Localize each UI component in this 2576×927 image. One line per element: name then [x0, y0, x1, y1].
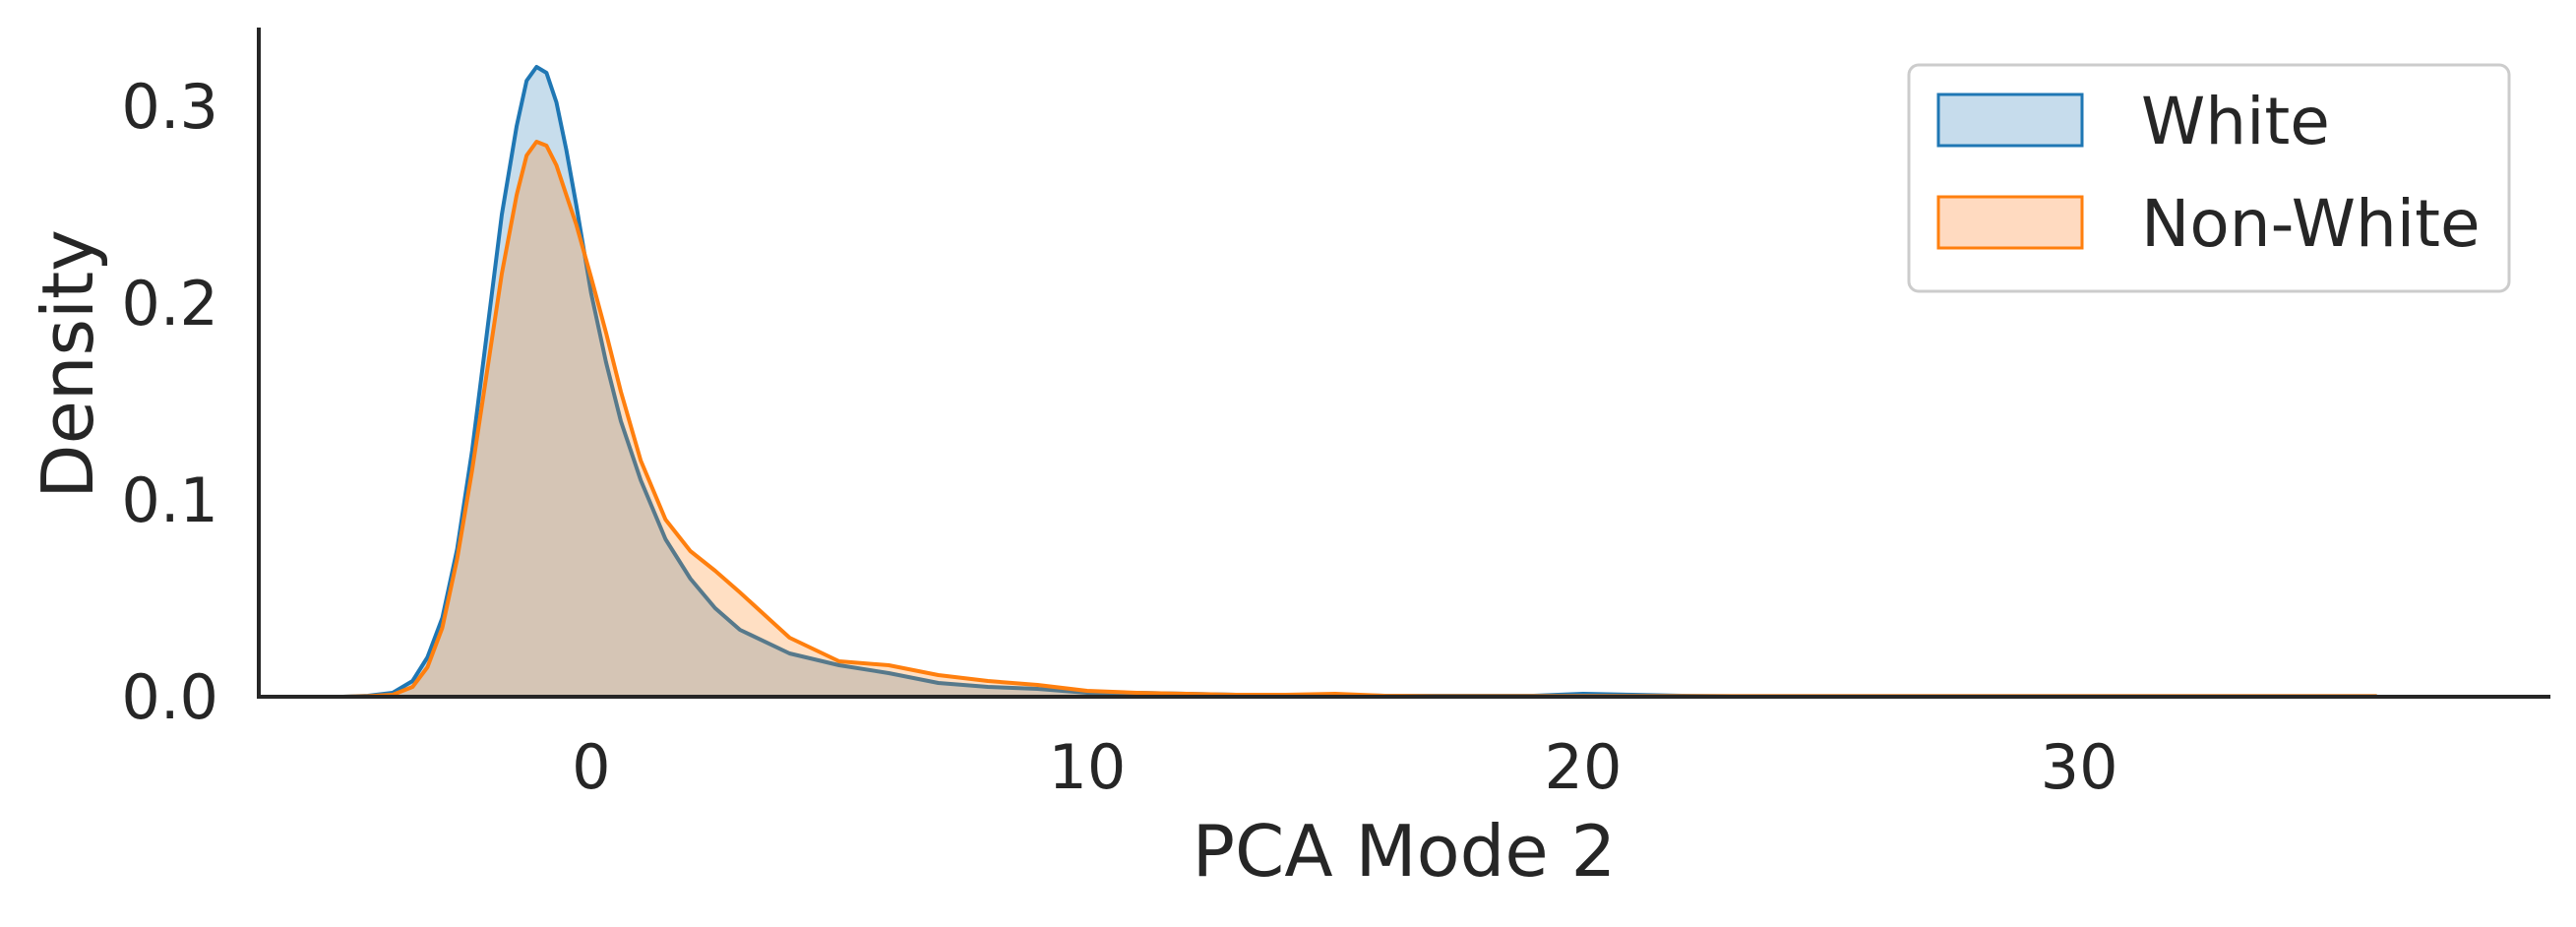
- legend: White Non-White: [1907, 63, 2511, 293]
- x-tick-label: 20: [1545, 731, 1623, 803]
- y-tick-label: 0.1: [121, 464, 218, 536]
- x-tick-labels: 0 10 20 30: [572, 731, 2117, 803]
- y-axis-title: Density: [27, 229, 109, 499]
- x-tick-label: 10: [1048, 731, 1126, 803]
- y-tick-label: 0.3: [121, 71, 218, 143]
- density-area-non-white: [342, 142, 2377, 697]
- y-tick-label: 0.2: [121, 268, 218, 340]
- x-tick-label: 30: [2041, 731, 2118, 803]
- x-tick-label: 0: [572, 731, 610, 803]
- density-area-white: [342, 67, 2377, 697]
- legend-label-white: White: [2141, 84, 2330, 159]
- y-tick-label: 0.0: [121, 661, 218, 733]
- legend-swatch-non-white: [1936, 195, 2084, 250]
- y-tick-labels: 0.0 0.1 0.2 0.3: [121, 71, 218, 733]
- legend-label-non-white: Non-White: [2141, 186, 2481, 262]
- x-axis-title: PCA Mode 2: [1193, 810, 1617, 893]
- axes-layer: [257, 28, 2550, 699]
- legend-swatch-white: [1936, 93, 2084, 148]
